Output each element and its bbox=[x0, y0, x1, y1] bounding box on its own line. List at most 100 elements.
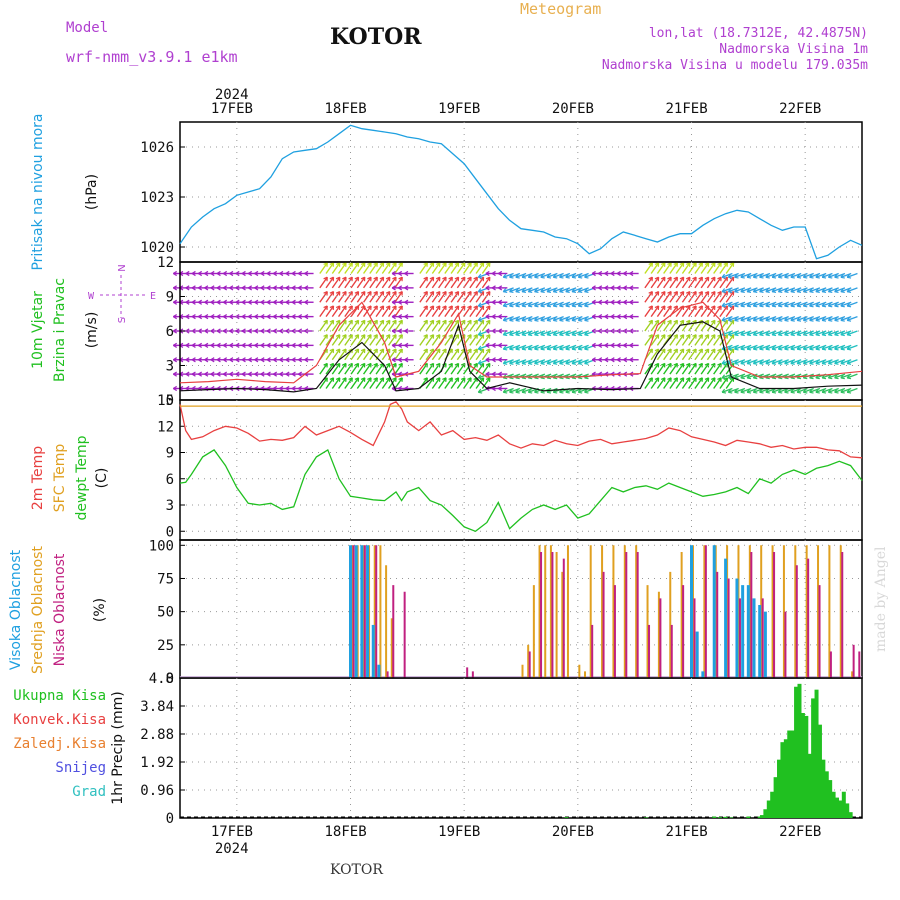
wind-arrow bbox=[381, 305, 391, 318]
wind-arrow bbox=[456, 363, 466, 375]
wind-arrow-head bbox=[629, 272, 634, 277]
wind-arrow-head bbox=[828, 276, 833, 279]
wind-arrow-head bbox=[692, 377, 697, 381]
wind-arrow bbox=[450, 334, 460, 346]
wind-arrow bbox=[846, 272, 858, 278]
wind-arrow-head bbox=[222, 344, 228, 348]
wind-arrow-head bbox=[540, 348, 545, 351]
wind-arrow-head bbox=[254, 373, 259, 377]
wind-arrow-head bbox=[584, 348, 589, 351]
wind-arrow-head bbox=[784, 348, 789, 351]
model-label: Model bbox=[66, 20, 109, 36]
wind-arrow-head bbox=[528, 334, 533, 337]
wind-arrow-head bbox=[746, 377, 752, 380]
wind-arrow-head bbox=[591, 301, 596, 305]
wind-arrow bbox=[656, 276, 666, 289]
wind-arrow bbox=[337, 334, 347, 346]
wind-arrow-head bbox=[335, 276, 341, 280]
wind-arrow bbox=[419, 348, 428, 361]
wind-arrow-head bbox=[491, 301, 496, 305]
wind-arrow-head bbox=[710, 276, 716, 280]
wind-arrow-head bbox=[578, 276, 583, 279]
wind-arrow-head bbox=[398, 319, 403, 323]
wind-arrow-head bbox=[172, 301, 178, 305]
wind-arrow-head bbox=[685, 276, 691, 280]
wind-arrow-head bbox=[685, 319, 691, 323]
wind-arrow bbox=[325, 319, 335, 332]
wind-arrow-head bbox=[216, 301, 221, 305]
precip-bar bbox=[766, 800, 771, 818]
wind-arrow-head bbox=[604, 330, 609, 334]
wind-arrow-head bbox=[429, 334, 434, 337]
wind-arrow-head bbox=[454, 348, 459, 352]
wind-arrow bbox=[719, 319, 728, 332]
wind-arrow-head bbox=[191, 272, 196, 277]
wind-arrow bbox=[681, 305, 691, 318]
wind-arrow-head bbox=[809, 362, 814, 365]
wind-arrow-head bbox=[235, 287, 240, 291]
precip-bar bbox=[814, 689, 819, 818]
wind-arrow-head bbox=[679, 334, 684, 337]
wind-arrow bbox=[375, 305, 385, 318]
wind-arrow-head bbox=[335, 291, 341, 294]
wind-arrow-head bbox=[348, 319, 353, 323]
wind-arrow-head bbox=[803, 362, 808, 365]
wind-arrow bbox=[381, 334, 391, 346]
wind-arrow-head bbox=[815, 291, 820, 293]
wind-arrow-head bbox=[723, 262, 728, 266]
wind-arrow-head bbox=[717, 362, 722, 366]
wind-arrow-head bbox=[235, 344, 240, 348]
wind-arrow bbox=[456, 377, 466, 389]
wind-arrow bbox=[325, 377, 335, 389]
wind-arrow bbox=[425, 262, 435, 274]
wind-arrow-head bbox=[610, 330, 615, 334]
wind-arrow-head bbox=[448, 276, 453, 280]
model-elevation-label: Nadmorska Visina u modelu 179.035m bbox=[601, 58, 868, 73]
wind-arrow-head bbox=[771, 334, 777, 337]
wind-arrow-head bbox=[204, 344, 209, 348]
wind-arrow bbox=[438, 319, 447, 332]
wind-arrow-head bbox=[254, 301, 259, 305]
top-date-tick: 17FEB bbox=[211, 101, 253, 117]
wind-arrow-head bbox=[448, 291, 453, 294]
wind-arrow bbox=[337, 319, 347, 332]
wind-arrow-head bbox=[285, 344, 290, 348]
wind-arrow-head bbox=[485, 276, 491, 280]
precip-bar bbox=[787, 730, 792, 818]
wind-arrow bbox=[669, 291, 678, 303]
temp-2m-line bbox=[179, 400, 863, 459]
wind-arrow-head bbox=[392, 319, 397, 323]
wind-arrow-head bbox=[348, 276, 353, 280]
wind-arrow bbox=[356, 377, 366, 389]
wind-arrow bbox=[644, 319, 653, 332]
wind-arrow bbox=[688, 262, 697, 274]
wind-arrow-head bbox=[498, 301, 503, 305]
wind-arrow-head bbox=[728, 305, 733, 308]
wind-arrow-head bbox=[746, 334, 752, 337]
wind-arrow bbox=[675, 377, 685, 389]
wind-arrow-head bbox=[478, 305, 483, 308]
wind-arrow-head bbox=[660, 276, 666, 280]
wind-arrow bbox=[725, 305, 735, 318]
chart-title: KOTOR bbox=[330, 24, 422, 50]
wind-arrow-head bbox=[478, 319, 483, 322]
wind-arrow-head bbox=[692, 334, 697, 337]
wind-arrow-head bbox=[297, 272, 303, 277]
wind-arrow-head bbox=[528, 276, 533, 279]
wind-arrow bbox=[444, 291, 453, 303]
wind-arrow-head bbox=[367, 319, 372, 323]
wind-arrow-head bbox=[235, 330, 240, 334]
wind-arrow-head bbox=[367, 377, 372, 381]
wind-arrow-head bbox=[553, 334, 558, 337]
wind-arrow-head bbox=[379, 348, 384, 352]
wind-arrow-head bbox=[247, 272, 253, 277]
wind-arrow-head bbox=[266, 272, 271, 277]
wind-arrow-head bbox=[429, 291, 434, 294]
wind-arrow-head bbox=[528, 319, 533, 322]
wind-arrow-head bbox=[610, 287, 615, 291]
precip-bar bbox=[644, 817, 649, 818]
wind-arrow-head bbox=[834, 291, 839, 293]
wind-arrow bbox=[419, 291, 428, 303]
wind-arrow-head bbox=[373, 348, 378, 352]
wind-arrow-head bbox=[667, 362, 672, 366]
